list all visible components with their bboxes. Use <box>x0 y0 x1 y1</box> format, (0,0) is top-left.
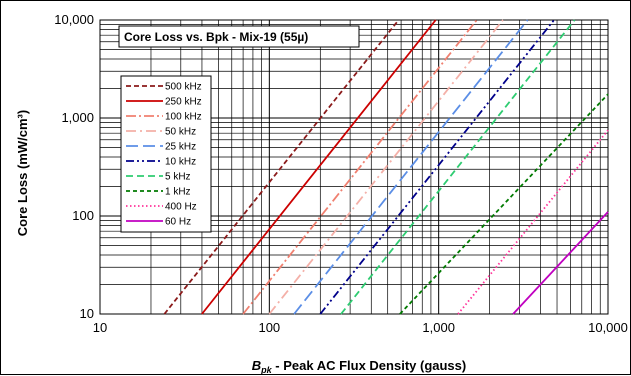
x-tick-label: 10 <box>93 320 107 335</box>
series-line <box>457 129 609 315</box>
legend-label: 1 kHz <box>165 187 191 198</box>
x-axis-label-text: - Peak AC Flux Density (gauss) <box>272 358 467 373</box>
legend-label: 400 Hz <box>165 202 197 213</box>
legend-label: 250 kHz <box>165 97 202 108</box>
legend-box <box>120 75 212 233</box>
legend-label: 500 kHz <box>165 82 202 93</box>
chart-title: Core Loss vs. Bpk - Mix-19 (55µ) <box>124 30 308 44</box>
legend: 500 kHz 250 kHz 100 kHz 50 kHz 25 kHz 10 kHz 5… <box>120 75 212 233</box>
x-tick-label: 10,000 <box>588 320 628 335</box>
title-box-border <box>118 25 360 48</box>
series-line <box>319 19 555 315</box>
y-tick-label: 100 <box>72 208 94 223</box>
x-axis-label-subscript: pk <box>260 365 272 375</box>
legend-label: 10 kHz <box>165 157 196 168</box>
tick-labels: 10 100 1,000 10,000 10 100 1,000 10,000 <box>54 12 628 335</box>
legend-label: 50 kHz <box>165 127 196 138</box>
series-line <box>268 19 504 315</box>
chart-title-box: Core Loss vs. Bpk - Mix-19 (55µ) <box>118 25 360 48</box>
y-axis-label: Core Loss (mW/cm³) <box>15 110 30 236</box>
series-line <box>163 19 400 315</box>
y-tick-label: 1,000 <box>61 110 94 125</box>
x-tick-label: 100 <box>258 320 280 335</box>
legend-label: 5 kHz <box>165 172 191 183</box>
legend-label: 100 kHz <box>165 112 202 123</box>
series-line <box>242 19 478 315</box>
x-axis-label: Bpk - Peak AC Flux Density (gauss) <box>252 358 466 375</box>
legend-label: 60 Hz <box>165 217 191 228</box>
x-tick-label: 1,000 <box>422 320 455 335</box>
series-line <box>293 19 529 315</box>
y-tick-label: 10 <box>80 306 94 321</box>
legend-label: 25 kHz <box>165 142 196 153</box>
series-line <box>512 211 609 315</box>
plot-area-border <box>99 19 609 315</box>
series-line <box>340 19 576 315</box>
series-line <box>201 19 437 315</box>
y-tick-label: 10,000 <box>54 12 94 27</box>
series-lines <box>163 19 609 315</box>
series-line <box>399 93 609 315</box>
x-axis-label-symbol: B <box>252 358 261 373</box>
